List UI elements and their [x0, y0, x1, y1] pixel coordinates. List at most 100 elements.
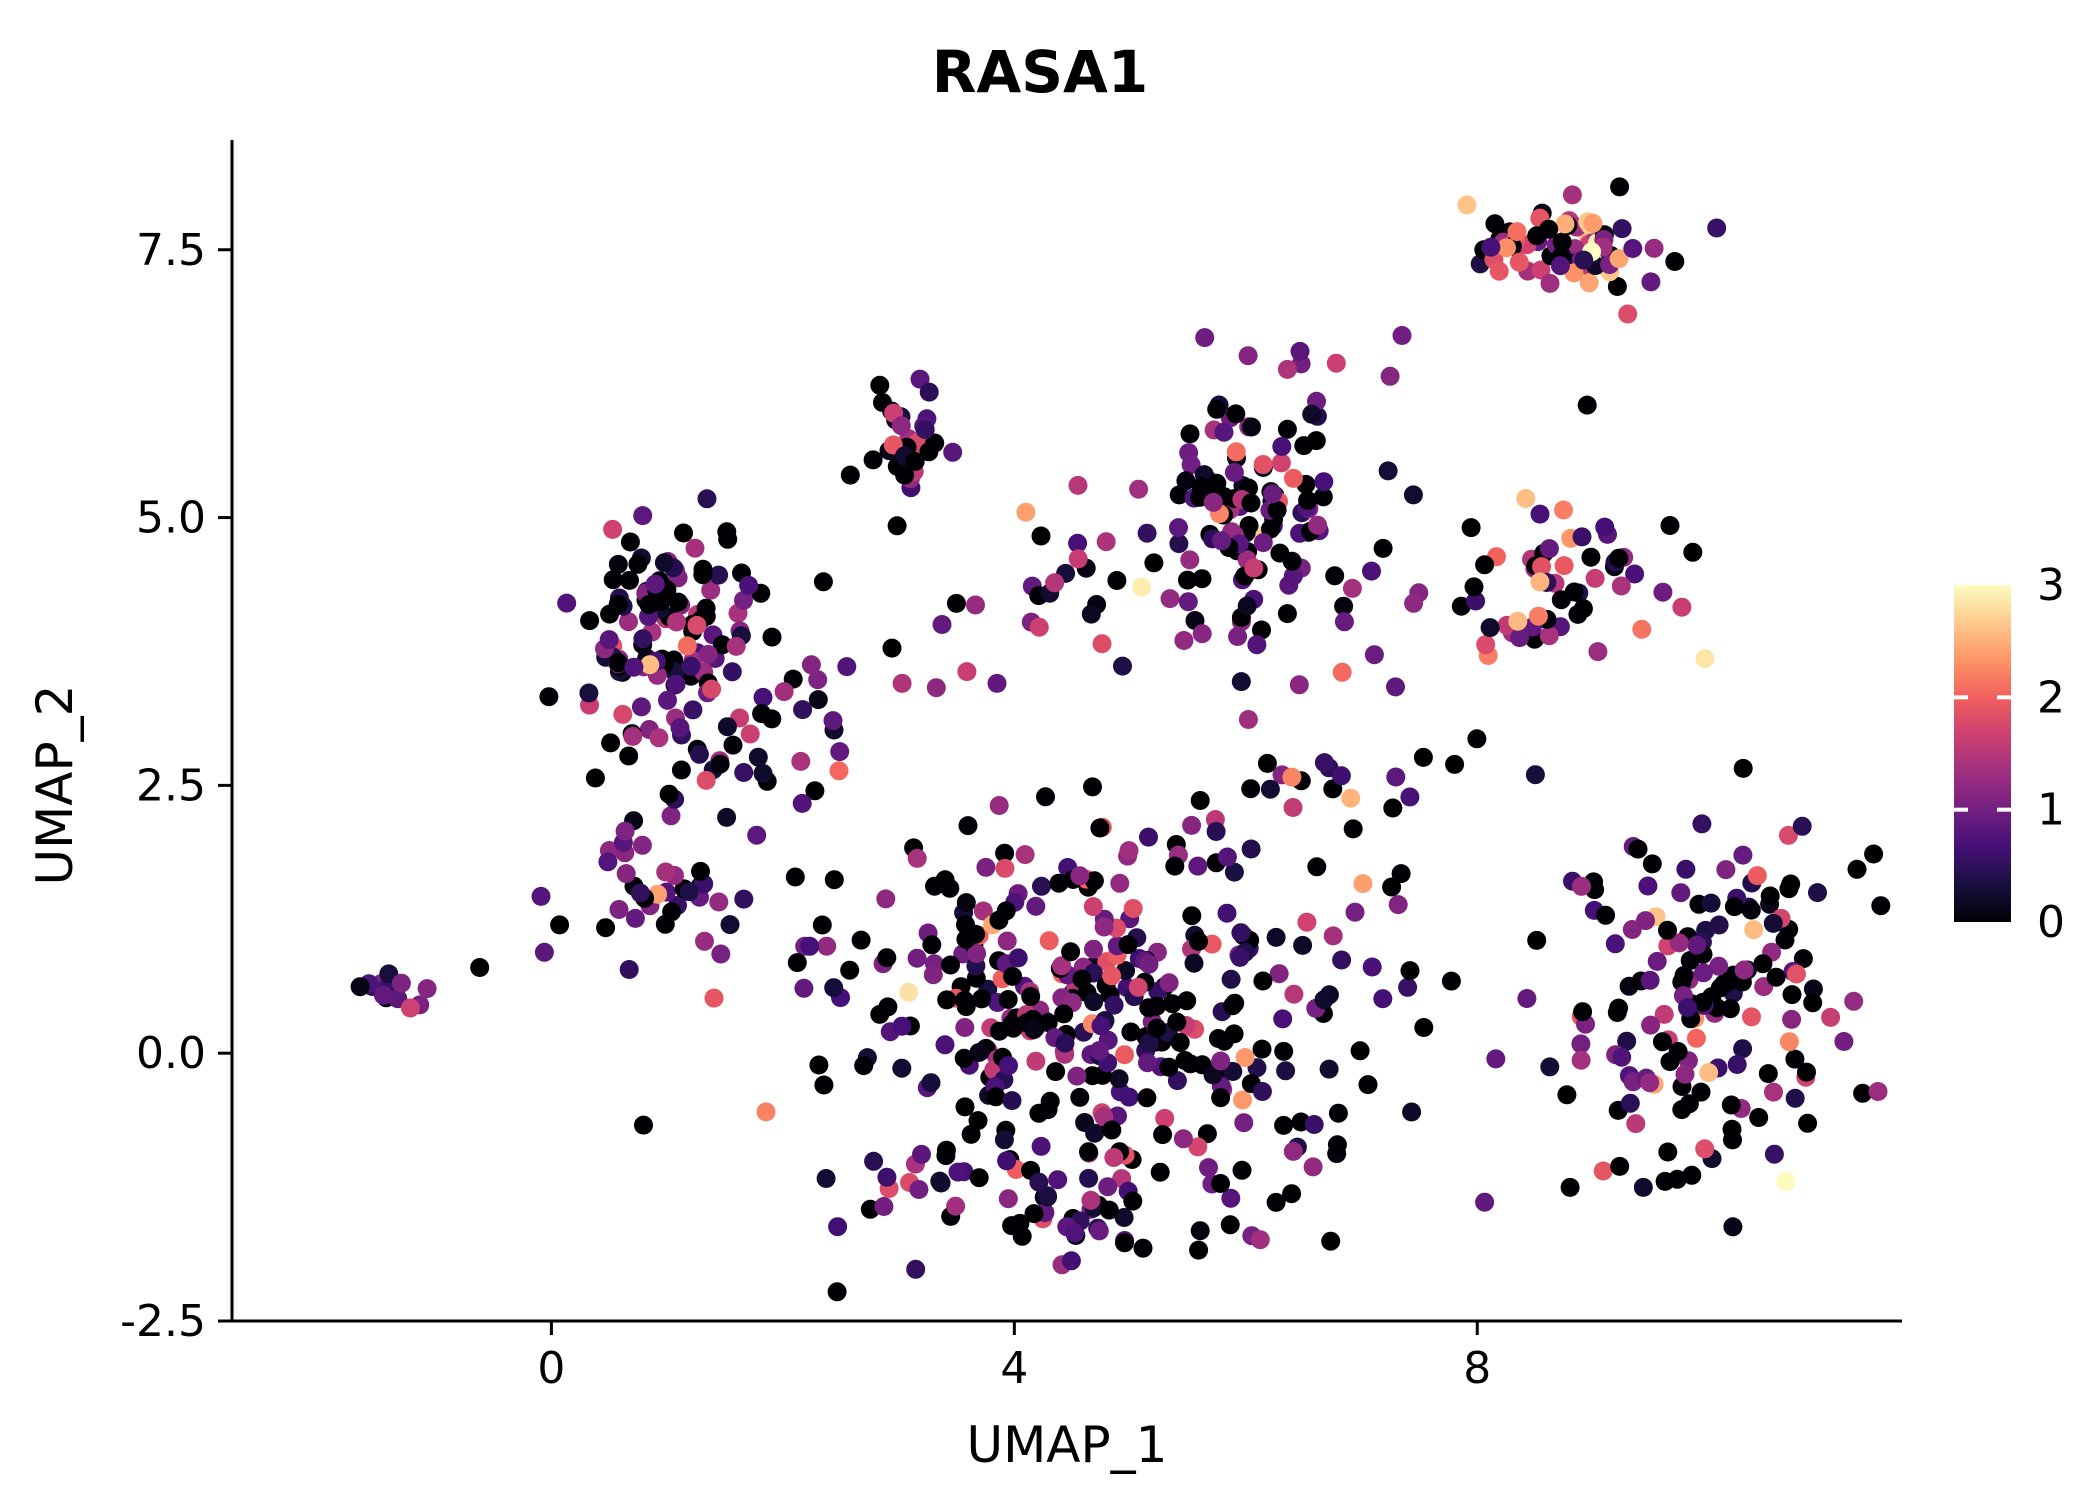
cell-point [1679, 1094, 1699, 1114]
cell-point [1173, 1129, 1193, 1149]
x-axis-label: UMAP_1 [967, 1416, 1168, 1474]
cell-point [1228, 627, 1248, 646]
cell-point [919, 442, 939, 462]
cell-point [1133, 1238, 1153, 1258]
cell-point [1516, 489, 1536, 508]
cell-point [941, 955, 960, 975]
cell-point [585, 768, 605, 788]
cell-point [791, 751, 811, 771]
cell-point [1609, 249, 1629, 269]
cell-point [1277, 359, 1297, 379]
cell-point [1089, 1041, 1109, 1061]
cell-point [1167, 1012, 1187, 1032]
cell-point [1572, 876, 1591, 896]
cell-point [1036, 787, 1055, 807]
cell-point [1207, 399, 1227, 419]
cell-point [1115, 1045, 1134, 1065]
cell-point [1525, 765, 1545, 785]
cell-point [1691, 1082, 1711, 1102]
cell-point [747, 825, 767, 845]
cell-point [1782, 1009, 1802, 1029]
cell-point [630, 883, 650, 903]
cell-point [1388, 895, 1408, 915]
cell-point [1045, 573, 1065, 593]
cell-point [989, 796, 1009, 815]
cell-point [1094, 917, 1114, 937]
cell-point [539, 687, 559, 707]
cell-point [1169, 485, 1189, 505]
cell-point [915, 420, 935, 439]
cell-point [1253, 455, 1273, 474]
cell-point [598, 852, 618, 872]
cell-point [1102, 966, 1122, 986]
cell-point [1507, 222, 1527, 242]
colorbar-tick-label: 0 [2037, 897, 2065, 948]
cell-point [1392, 326, 1412, 345]
cell-point [925, 876, 944, 896]
cell-point [1241, 779, 1261, 799]
cell-point [717, 807, 737, 827]
cell-point [1539, 539, 1559, 559]
cell-point [1289, 675, 1309, 695]
cell-point [899, 982, 919, 1002]
cell-point [828, 1217, 848, 1237]
cell-point [1695, 649, 1715, 669]
cell-point [936, 1146, 956, 1166]
cell-point [882, 638, 902, 658]
cell-point [1083, 777, 1102, 797]
cell-point [1252, 620, 1271, 640]
cell-point [1257, 753, 1277, 773]
cell-point [1137, 1088, 1157, 1108]
cell-point [470, 958, 490, 977]
x-tick-label: 4 [1000, 1343, 1028, 1394]
cell-point [1402, 1102, 1422, 1122]
cell-point [1115, 1233, 1134, 1253]
cell-point [986, 1087, 1006, 1107]
cell-point [922, 935, 942, 955]
cell-point [1263, 484, 1282, 504]
cell-point [1658, 920, 1677, 940]
cell-point [840, 960, 860, 980]
cell-point [1574, 250, 1594, 270]
cell-point [1734, 960, 1754, 980]
cell-point [1214, 422, 1234, 442]
cell-point [1391, 864, 1411, 884]
cell-point [623, 726, 643, 746]
cell-point [1306, 431, 1326, 451]
cell-point [1016, 502, 1036, 522]
cell-point [1638, 876, 1658, 896]
cell-point [1741, 900, 1761, 920]
cell-point [1632, 619, 1652, 639]
cell-point [1084, 992, 1104, 1012]
cell-point [905, 451, 925, 471]
cell-point [1782, 985, 1802, 1005]
cell-point [817, 936, 837, 956]
cell-point [1272, 437, 1292, 456]
cell-point [633, 629, 653, 649]
cell-point [1868, 1082, 1888, 1101]
cell-point [1180, 550, 1200, 570]
cell-point [1373, 538, 1393, 558]
cell-point [1778, 825, 1798, 845]
cell-point [1026, 1051, 1046, 1071]
cell-point [973, 901, 993, 921]
cell-point [709, 892, 729, 912]
cell-point [1593, 1161, 1613, 1181]
cell-point [620, 570, 639, 590]
cell-point [1307, 857, 1327, 877]
cell-point [1623, 239, 1643, 258]
cell-point [926, 678, 946, 698]
cell-point [1192, 624, 1212, 644]
cell-point [1585, 568, 1605, 588]
cell-point [1721, 1095, 1741, 1115]
cell-point [1070, 866, 1090, 886]
cell-point [1090, 818, 1110, 838]
cell-point [816, 1169, 836, 1188]
cell-point [1530, 504, 1550, 524]
cell-point [1779, 1032, 1799, 1052]
cell-point [1610, 177, 1630, 197]
cell-point [534, 942, 554, 962]
cell-point [1224, 463, 1244, 482]
cell-point [1061, 942, 1081, 962]
